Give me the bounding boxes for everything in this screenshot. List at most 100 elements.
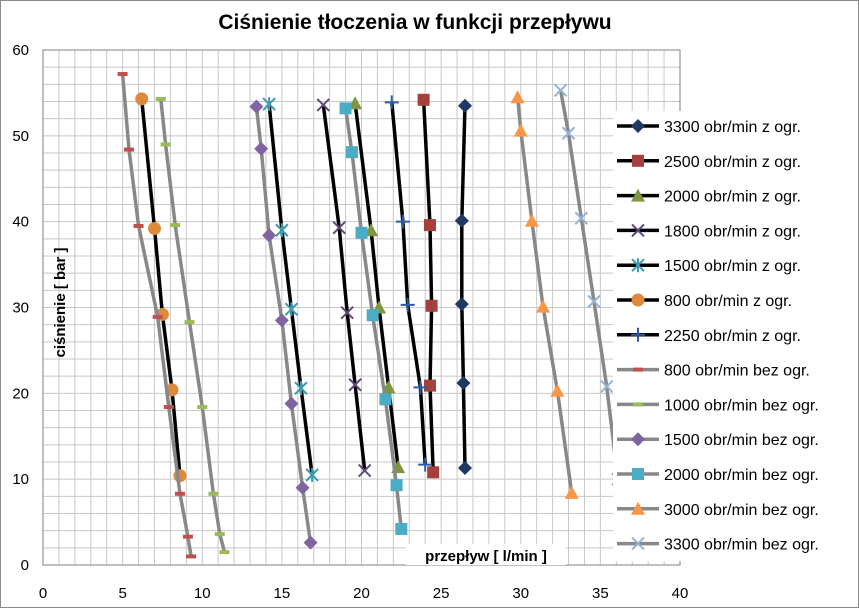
- x-tick-label: 35: [592, 585, 609, 602]
- legend-item: 2500 obr/min z ogr.: [617, 154, 801, 171]
- data-point: [417, 93, 430, 106]
- data-point: [458, 461, 473, 476]
- data-point: [427, 466, 440, 479]
- legend-marker: [631, 432, 645, 447]
- legend-marker: [633, 367, 643, 372]
- x-tick-label: 30: [512, 585, 529, 602]
- data-point: [395, 522, 408, 535]
- data-point: [348, 378, 362, 392]
- series-line: [558, 89, 620, 480]
- data-point: [219, 550, 230, 555]
- series: [249, 99, 318, 550]
- data-point: [262, 97, 276, 112]
- series-group: [117, 72, 625, 559]
- data-point: [294, 381, 308, 396]
- series-line: [120, 73, 193, 557]
- data-point: [208, 491, 219, 496]
- legend-marker: [632, 154, 644, 167]
- series: [262, 97, 319, 482]
- x-axis-label: przepływ [ l/min ]: [425, 548, 547, 565]
- legend-marker: [631, 223, 645, 238]
- data-point: [384, 95, 399, 110]
- data-point: [553, 83, 568, 98]
- data-point: [513, 123, 528, 137]
- series-line: [139, 98, 182, 476]
- series: [510, 90, 579, 499]
- x-axis-label-background: [406, 544, 566, 565]
- data-point: [587, 294, 601, 309]
- data-point: [284, 302, 299, 317]
- data-point: [274, 313, 289, 328]
- y-tick-label: 10: [12, 471, 29, 488]
- x-tick-label: 25: [433, 585, 450, 602]
- y-axis-label: ciśnienie [ bar ]: [52, 247, 69, 357]
- legend-item: 2250 obr/min z ogr.: [617, 328, 801, 345]
- data-point: [564, 485, 579, 499]
- legend-marker: [631, 188, 645, 202]
- data-point: [390, 479, 403, 492]
- axis-ticks: 0 5 10 15 20 25 30 35 40 0 10 20 30 40 50 60: [12, 42, 688, 602]
- series: [454, 98, 473, 476]
- legend-marker: [631, 119, 645, 133]
- data-point: [155, 96, 166, 101]
- data-point: [123, 147, 134, 152]
- series: [155, 96, 230, 555]
- series: [339, 102, 408, 535]
- legend-item: 3300 obr/min bez ogr.: [617, 537, 819, 554]
- legend-item: 1000 obr/min bez ogr.: [617, 397, 819, 414]
- data-point: [550, 383, 565, 397]
- legend-item: 2000 obr/min bez ogr.: [617, 467, 819, 484]
- legend-marker: [631, 258, 645, 273]
- legend-item: 1500 obr/min z ogr.: [617, 258, 801, 275]
- data-point: [170, 223, 181, 228]
- series-line: [159, 98, 227, 553]
- data-point: [332, 220, 346, 235]
- data-point: [454, 297, 469, 312]
- data-point: [117, 72, 128, 77]
- data-point: [400, 297, 415, 312]
- legend-item: 2000 obr/min z ogr.: [617, 188, 801, 206]
- legend-label: 1000 obr/min bez ogr.: [664, 397, 819, 414]
- grid: [42, 49, 681, 566]
- legend-marker: [631, 327, 645, 342]
- data-point: [262, 228, 277, 243]
- legend-label: 1500 obr/min bez ogr.: [664, 432, 819, 449]
- data-point: [348, 96, 363, 110]
- legend-marker: [633, 402, 643, 407]
- data-point: [305, 467, 319, 482]
- data-point: [316, 98, 330, 112]
- series: [135, 92, 187, 483]
- data-point: [355, 226, 368, 239]
- legend-label: 1800 obr/min z ogr.: [664, 223, 801, 240]
- data-point: [182, 534, 193, 539]
- data-point: [186, 554, 197, 559]
- series: [316, 98, 372, 478]
- legend-item: 800 obr/min bez ogr.: [617, 363, 810, 380]
- x-tick-label: 10: [194, 585, 211, 602]
- data-point: [197, 405, 208, 410]
- x-tick-label: 0: [39, 585, 47, 602]
- legend-item: 1800 obr/min z ogr.: [617, 223, 801, 240]
- y-tick-label: 0: [21, 557, 29, 574]
- legend-label: 3300 obr/min z ogr.: [664, 119, 801, 136]
- data-point: [536, 299, 551, 313]
- data-point: [345, 146, 358, 159]
- x-tick-label: 40: [672, 585, 689, 602]
- data-point: [174, 491, 185, 496]
- data-point: [423, 219, 436, 232]
- data-point: [275, 223, 289, 238]
- data-point: [574, 211, 588, 225]
- data-point: [456, 376, 471, 391]
- data-point: [423, 379, 436, 392]
- data-point: [214, 532, 225, 537]
- legend-item: 800 obr/min z ogr.: [617, 293, 792, 310]
- data-point: [163, 405, 174, 410]
- legend-item: 3000 obr/min bez ogr.: [617, 501, 819, 519]
- legend-label: 3000 obr/min bez ogr.: [664, 502, 819, 519]
- y-tick-label: 20: [12, 385, 29, 402]
- legend-marker: [631, 536, 645, 551]
- data-point: [600, 379, 614, 394]
- legend-label: 2000 obr/min bez ogr.: [664, 467, 819, 484]
